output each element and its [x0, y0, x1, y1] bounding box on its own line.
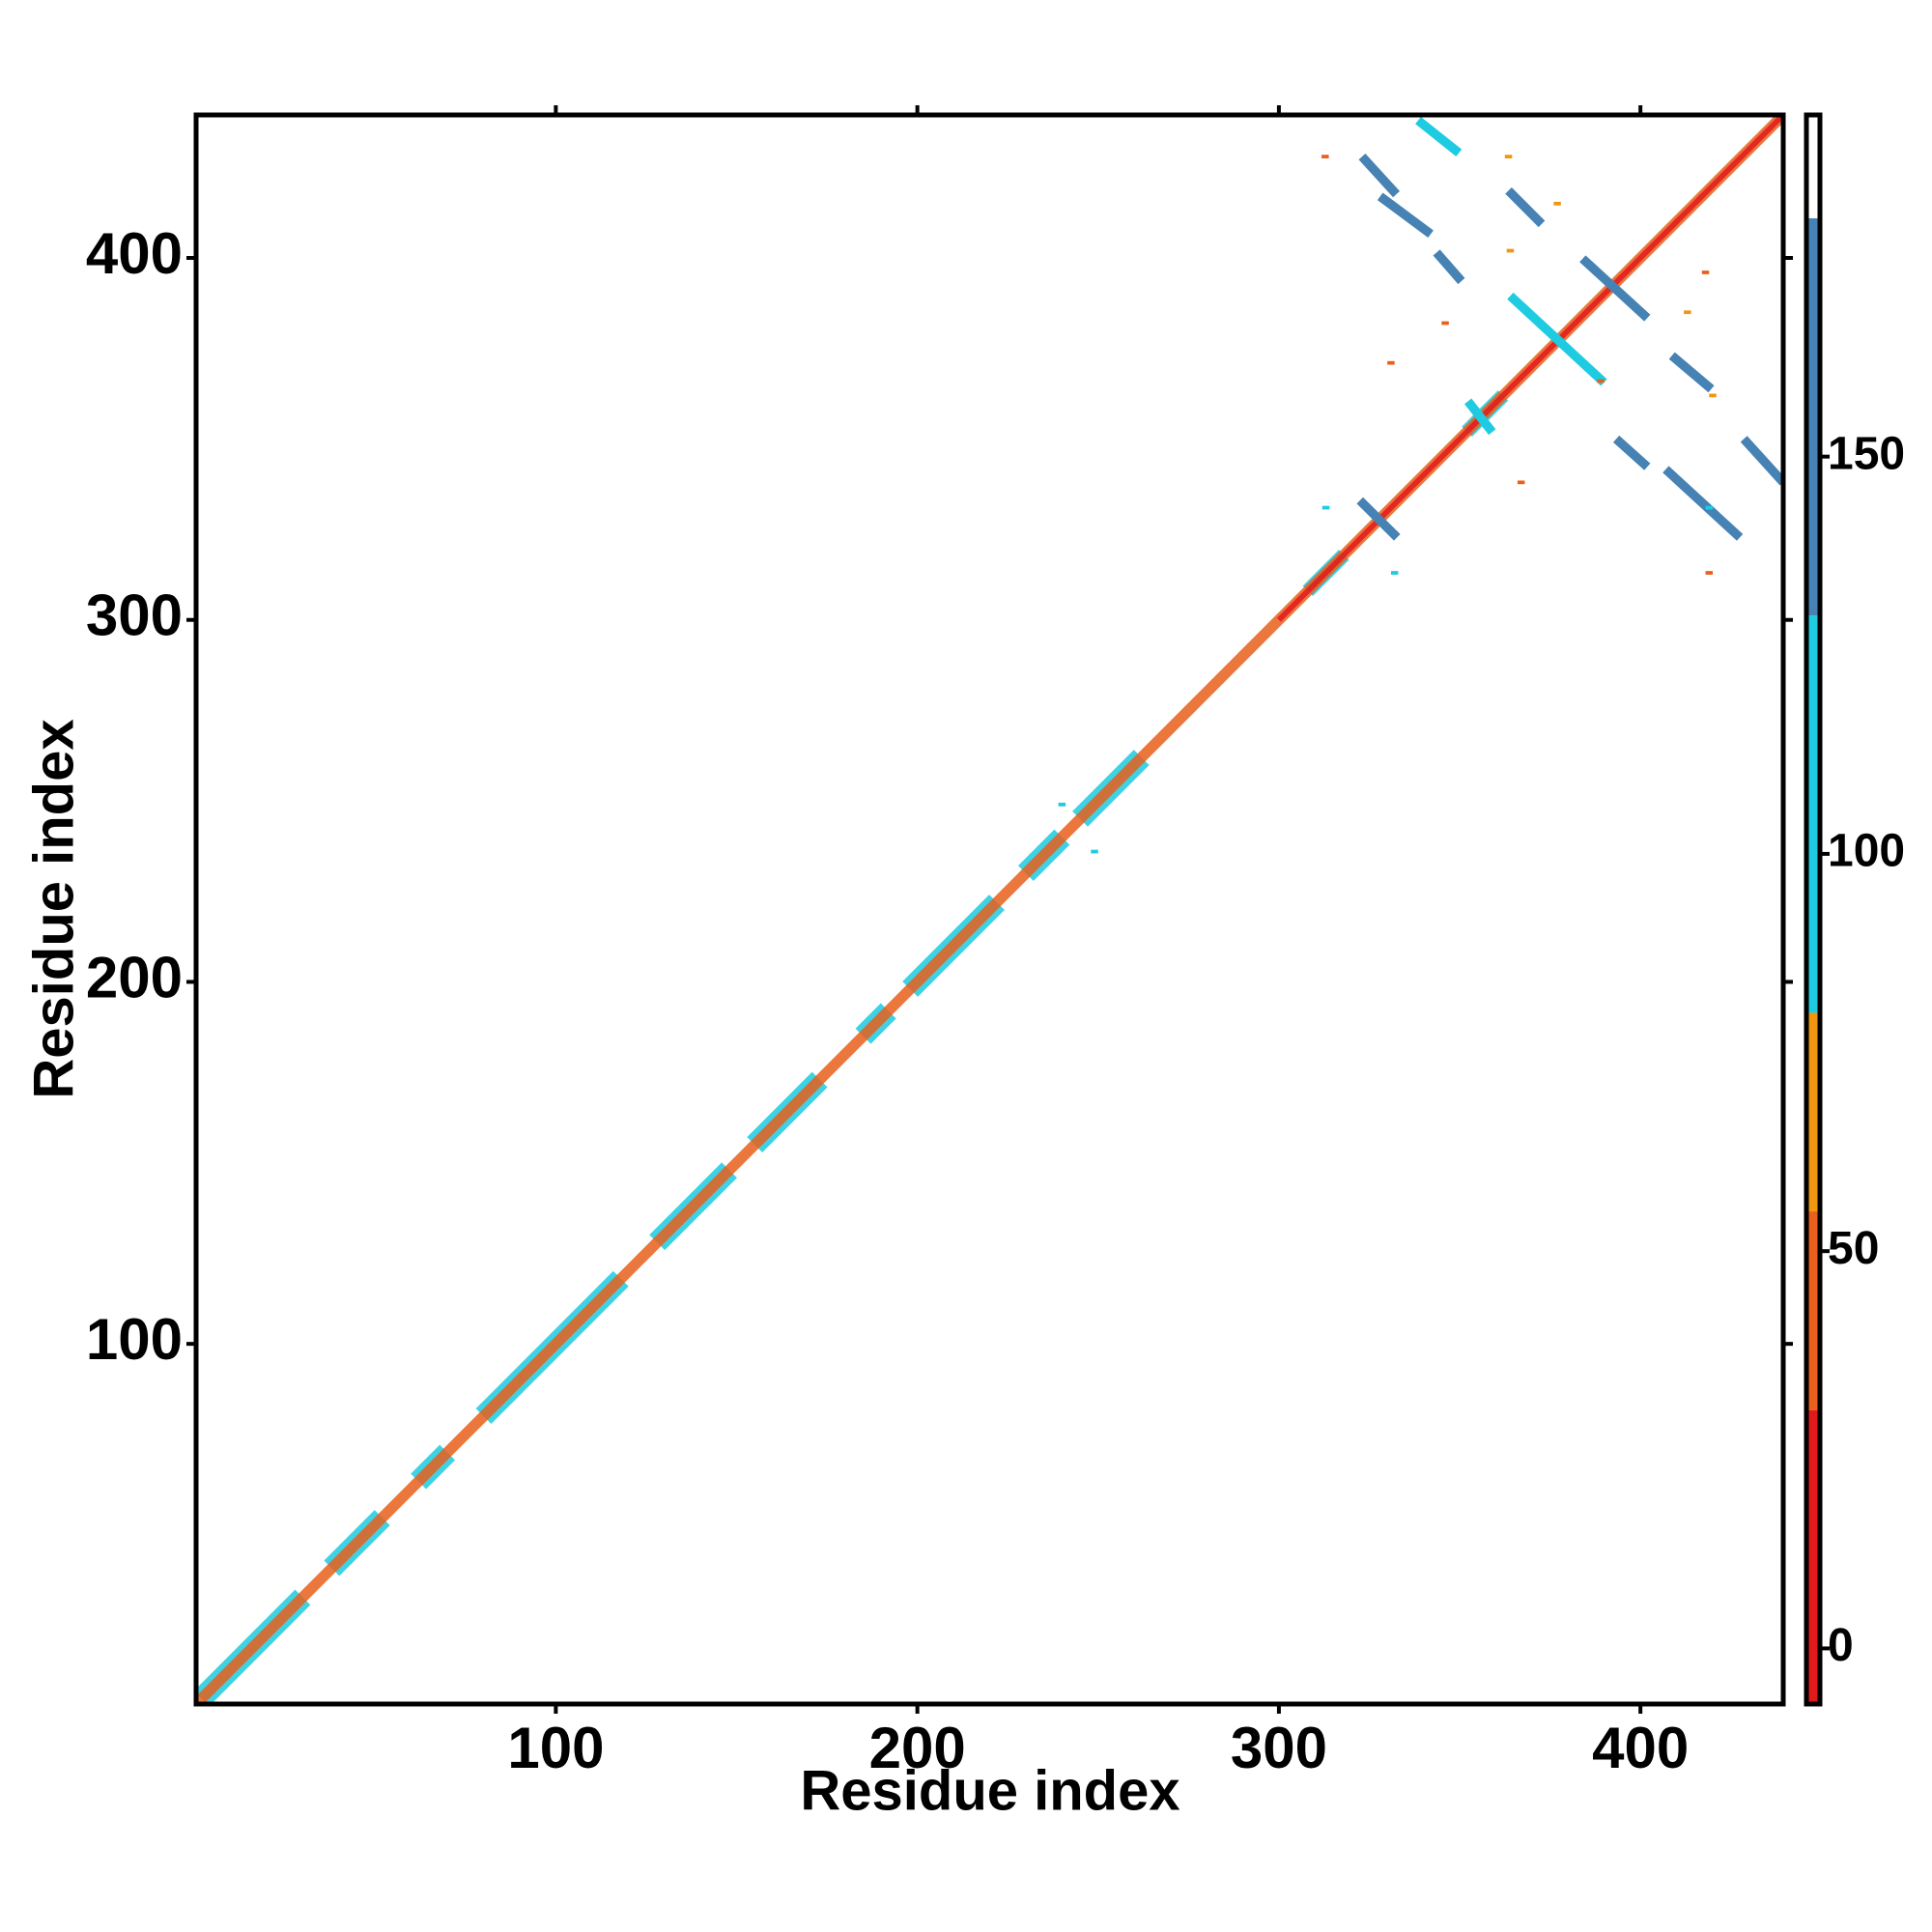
contact-point [1517, 480, 1525, 485]
contact-point [1387, 360, 1395, 365]
colorbar-frame [1804, 112, 1823, 1707]
x-tick-label: 100 [507, 1716, 604, 1780]
contact-strand [1668, 352, 1715, 393]
y-tick-label: 200 [86, 945, 183, 1009]
colorbar-segment [1806, 1211, 1820, 1410]
contact-point [1321, 505, 1330, 510]
contact-strand [1358, 153, 1400, 198]
contact-strand [1740, 436, 1783, 486]
x-tick-label: 200 [869, 1716, 966, 1780]
contact-point [1684, 310, 1691, 315]
contact-strand [1505, 187, 1546, 228]
colorbar-segment [1806, 1409, 1820, 1704]
contact-point [1705, 505, 1714, 510]
colorbar-tick-label: 0 [1828, 1620, 1854, 1671]
contact-point [1441, 321, 1449, 326]
colorbar-tick-label: 150 [1828, 428, 1905, 479]
contact-point [1705, 571, 1714, 575]
contact-point [1597, 379, 1605, 384]
x-axis-title: Residue index [800, 1759, 1179, 1822]
contact-strand [1463, 398, 1496, 436]
colorbar-segment [1806, 115, 1820, 218]
contact-strand [1433, 249, 1465, 285]
contact-strand [1579, 255, 1651, 322]
y-tick-label: 400 [86, 221, 183, 286]
colorbar-tick-label: 50 [1828, 1223, 1879, 1274]
contact-point [1321, 155, 1329, 158]
diagonal-band [1276, 115, 1783, 622]
contact-point [1506, 248, 1515, 253]
contact-point [1091, 849, 1098, 854]
plot-frame [193, 112, 1786, 1707]
x-tick-label: 300 [1231, 1716, 1327, 1780]
contact-point [1553, 201, 1561, 206]
y-tick-label: 100 [86, 1307, 183, 1372]
y-tick-label: 300 [86, 583, 183, 648]
colorbar-segment [1806, 1012, 1820, 1212]
contact-point [1709, 393, 1717, 398]
contact-point [1058, 802, 1066, 807]
contact-strand [1377, 192, 1434, 239]
colorbar-segment [1806, 217, 1820, 616]
colorbar-tick-label: 100 [1828, 826, 1905, 877]
x-tick-label: 400 [1592, 1716, 1689, 1780]
contact-point [1701, 270, 1710, 274]
y-axis-title: Residue index [22, 719, 85, 1098]
contact-strand [1662, 466, 1744, 541]
contact-point [1390, 571, 1399, 575]
contact-point [1504, 155, 1513, 158]
colorbar-segment [1806, 615, 1820, 1013]
contact-strand [1415, 116, 1463, 157]
contact-strand [1507, 292, 1607, 386]
contact-strand [1356, 497, 1401, 541]
contact-strand [1612, 435, 1651, 470]
